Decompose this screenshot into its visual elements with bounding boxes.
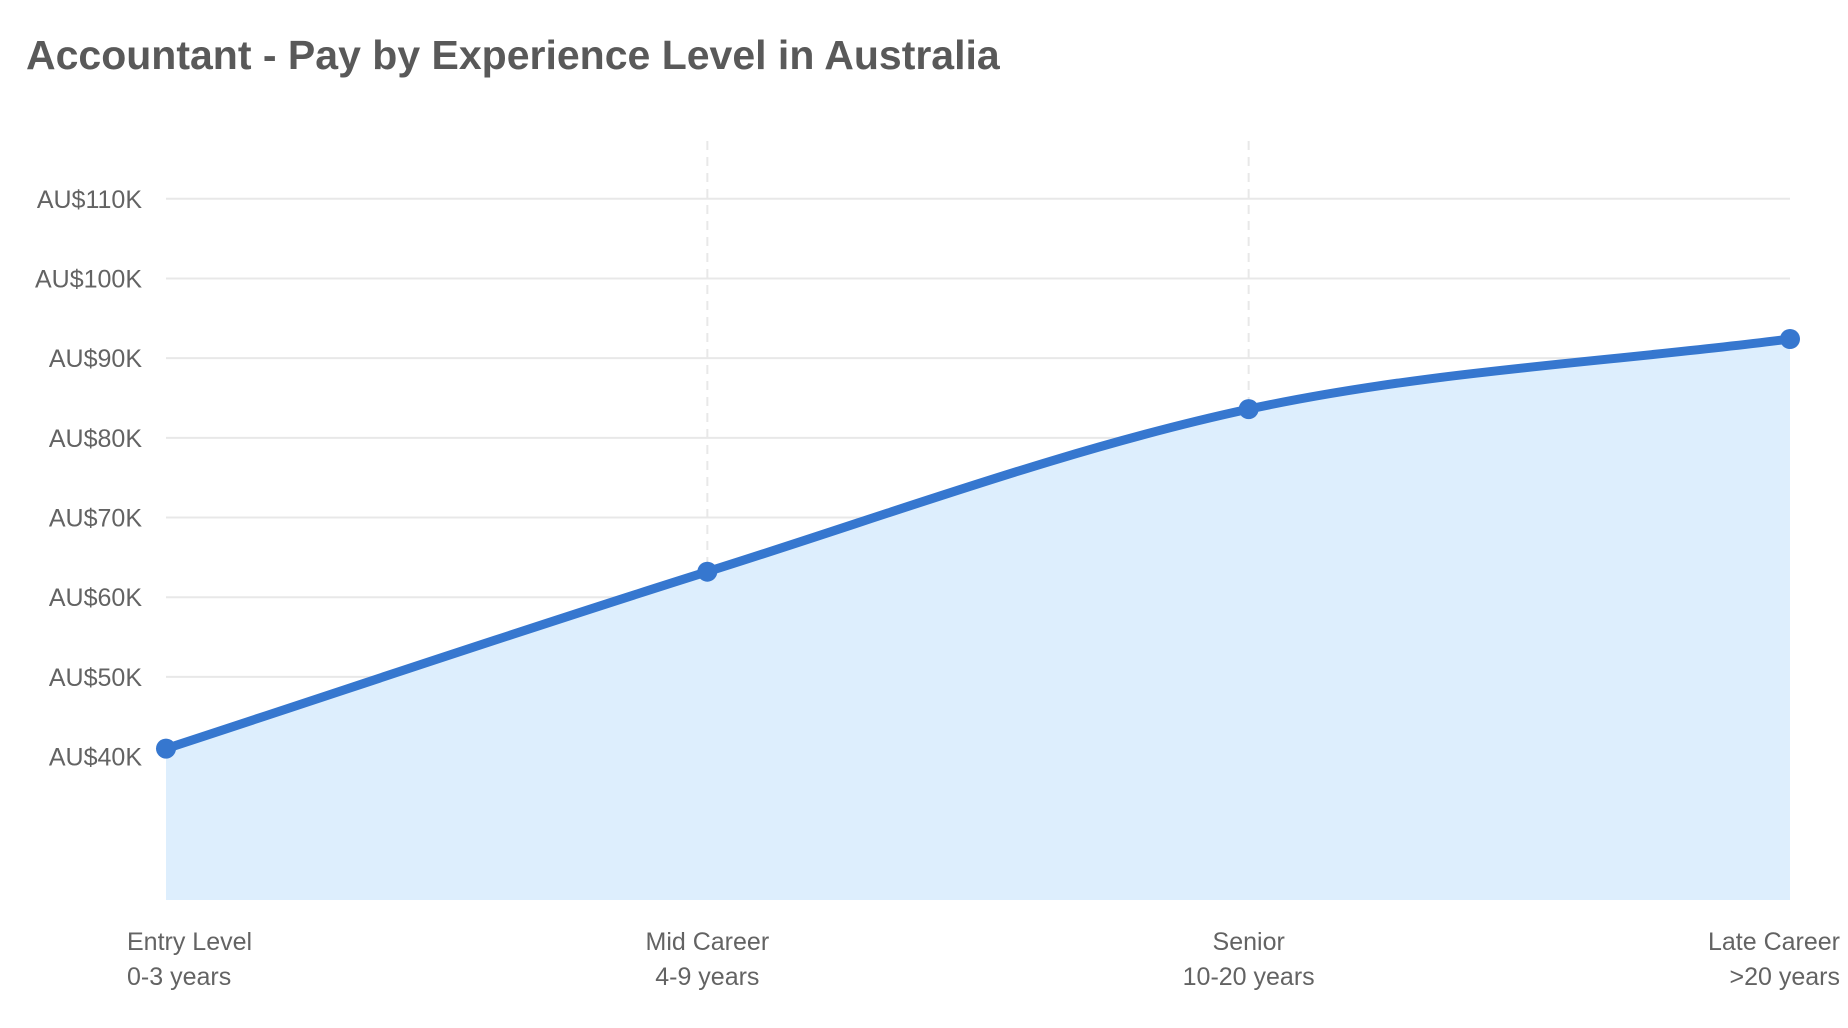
pay-area-fill bbox=[166, 339, 1790, 900]
y-tick-label: AU$50K bbox=[49, 664, 142, 692]
x-axis-labels: Entry Level 0-3 years Mid Career 4-9 years S… bbox=[127, 928, 1840, 991]
point-layer bbox=[156, 329, 1800, 759]
y-tick-label: AU$40K bbox=[49, 744, 142, 772]
y-tick-label: AU$80K bbox=[49, 425, 142, 453]
pay-line bbox=[161, 334, 1795, 754]
data-point-late-career[interactable] bbox=[1780, 329, 1800, 349]
y-tick-label: AU$90K bbox=[49, 345, 142, 373]
x-tick-sublabel: 10-20 years bbox=[1183, 963, 1315, 991]
x-tick-label: Late Career bbox=[1708, 928, 1840, 956]
x-tick-sublabel: >20 years bbox=[1730, 963, 1841, 991]
x-tick-label: Senior bbox=[1213, 928, 1285, 956]
y-tick-label: AU$70K bbox=[49, 505, 142, 533]
data-point-senior[interactable] bbox=[1238, 399, 1259, 420]
chart-title: Accountant - Pay by Experience Level in … bbox=[26, 32, 1000, 78]
data-point-mid-career[interactable] bbox=[697, 561, 718, 582]
data-point-entry-level[interactable] bbox=[156, 738, 176, 759]
y-tick-label: AU$110K bbox=[37, 186, 142, 214]
y-axis-labels: AU$40K AU$50K AU$60K AU$70K AU$80K AU$90K AU$1… bbox=[35, 186, 142, 772]
y-tick-label: AU$60K bbox=[49, 584, 142, 612]
y-tick-label: AU$100K bbox=[35, 265, 142, 293]
x-tick-label: Mid Career bbox=[646, 928, 770, 956]
x-tick-sublabel: 4-9 years bbox=[655, 963, 759, 991]
x-tick-label: Entry Level bbox=[127, 928, 252, 956]
line-layer bbox=[161, 334, 1795, 754]
x-tick-sublabel: 0-3 years bbox=[127, 963, 231, 991]
area-layer bbox=[166, 339, 1790, 900]
